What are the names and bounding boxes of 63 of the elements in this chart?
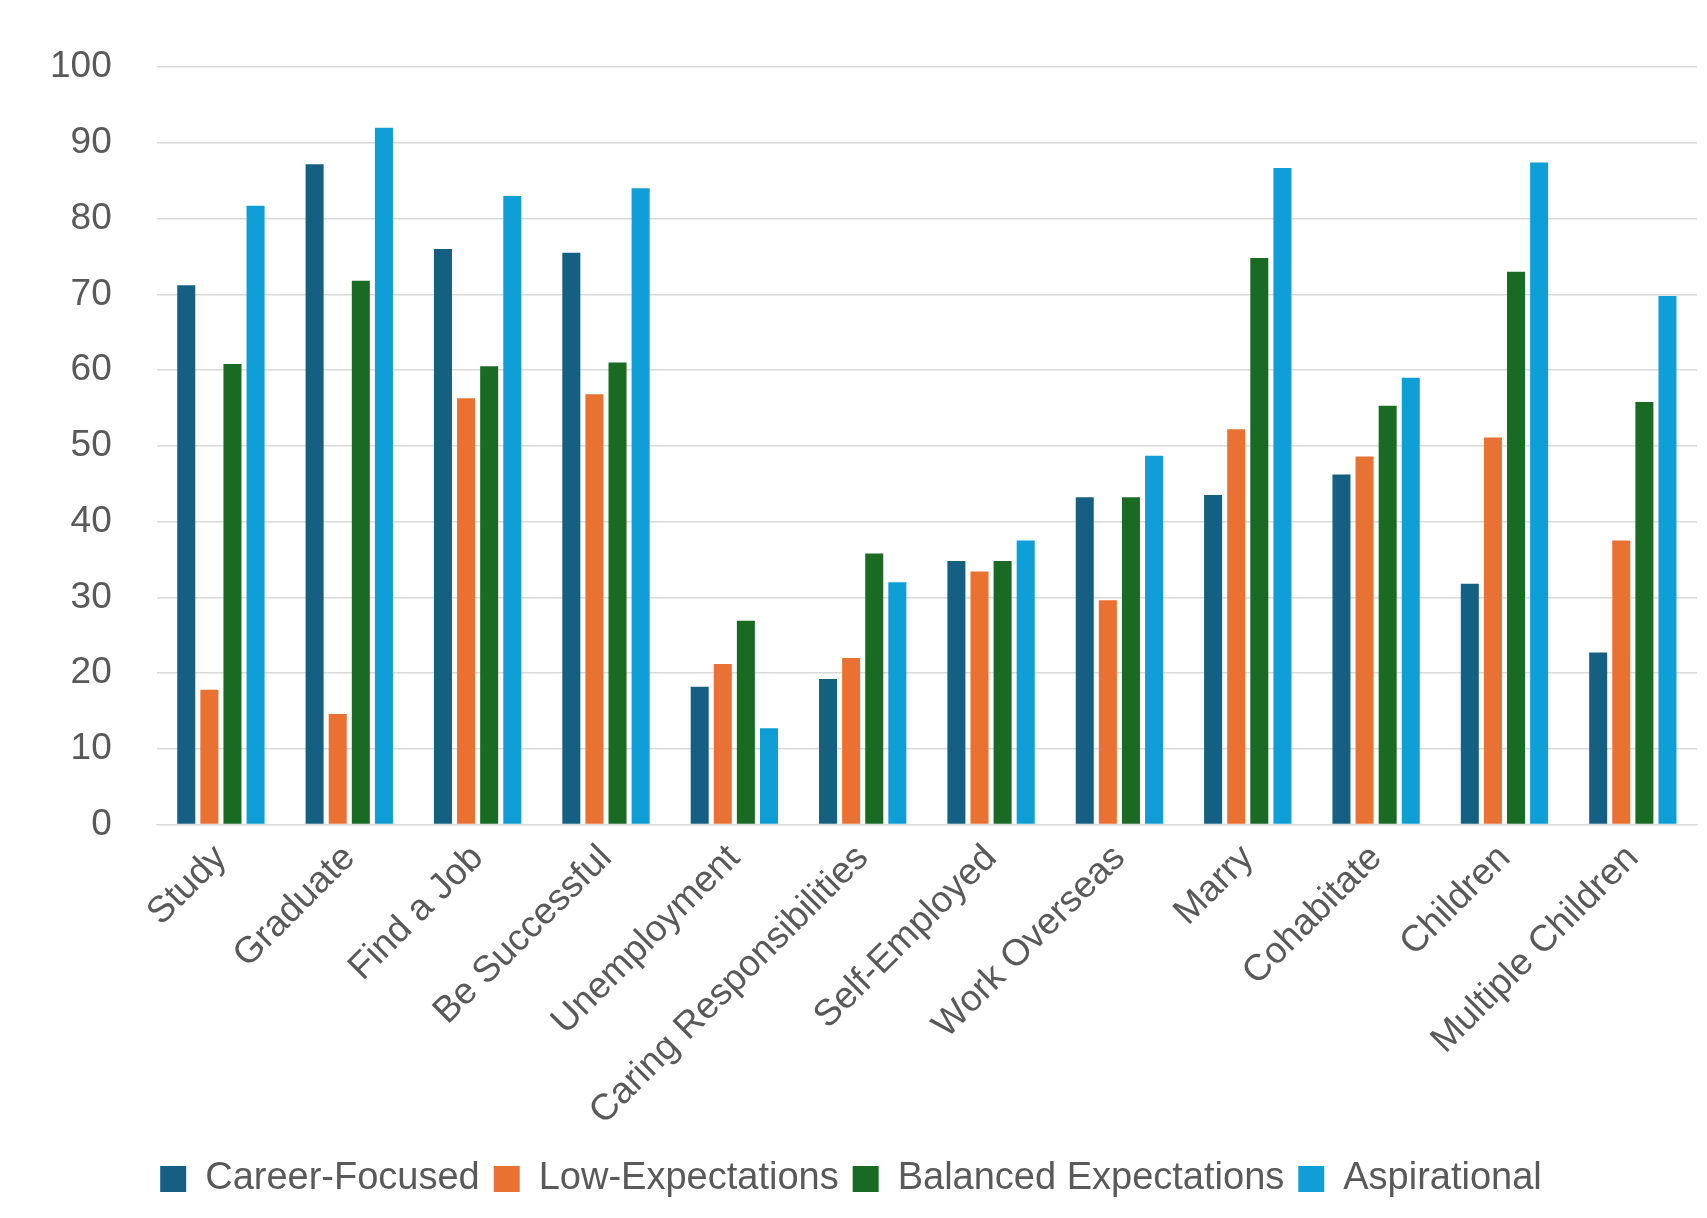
bar xyxy=(246,205,265,824)
bar xyxy=(1075,497,1094,824)
bar xyxy=(328,713,347,824)
bar xyxy=(1273,167,1292,824)
bar xyxy=(1460,583,1479,824)
bar xyxy=(1530,162,1549,824)
bar xyxy=(888,582,907,824)
legend-label: Career-Focused xyxy=(205,1155,480,1198)
bar xyxy=(1145,455,1164,824)
bar xyxy=(1204,495,1223,824)
y-tick-label: 80 xyxy=(70,195,112,237)
bar xyxy=(1507,271,1526,824)
bar xyxy=(608,362,627,824)
bar xyxy=(842,657,861,824)
bar xyxy=(970,571,989,824)
bar xyxy=(1355,456,1374,824)
bar xyxy=(480,366,499,824)
bar xyxy=(690,686,709,824)
bar xyxy=(947,560,966,824)
bar xyxy=(503,195,522,824)
bar xyxy=(200,689,219,824)
bar xyxy=(1483,437,1502,824)
bar xyxy=(1658,295,1677,824)
bar xyxy=(1098,600,1117,824)
bar xyxy=(1589,652,1608,824)
bar xyxy=(713,663,732,824)
bar xyxy=(631,188,650,824)
y-tick-label: 40 xyxy=(70,498,112,540)
bar xyxy=(1401,377,1420,824)
legend-label: Low-Expectations xyxy=(538,1155,839,1198)
bar xyxy=(1016,540,1035,824)
bar xyxy=(993,560,1012,824)
bar xyxy=(457,398,476,824)
bar xyxy=(305,164,324,824)
y-tick-label: 90 xyxy=(70,120,112,162)
bar xyxy=(1612,540,1631,824)
bar xyxy=(562,252,581,824)
bar xyxy=(433,248,452,824)
bar xyxy=(374,127,393,824)
y-tick-label: 60 xyxy=(70,347,112,389)
legend-label: Aspirational xyxy=(1343,1155,1542,1198)
legend-label: Balanced Expectations xyxy=(897,1155,1285,1198)
bar xyxy=(1635,401,1654,824)
bar xyxy=(223,364,242,824)
bar xyxy=(177,285,196,824)
y-tick-label: 20 xyxy=(70,650,112,692)
bar xyxy=(819,679,838,824)
y-tick-label: 0 xyxy=(91,801,112,843)
bar xyxy=(1227,429,1246,824)
bar xyxy=(1250,258,1269,824)
bar xyxy=(736,620,755,824)
y-tick-label: 50 xyxy=(70,423,112,465)
bar xyxy=(1332,474,1351,824)
y-tick-label: 100 xyxy=(50,44,112,86)
bar xyxy=(759,728,778,824)
y-tick-label: 70 xyxy=(70,271,112,313)
bar xyxy=(585,394,604,824)
bar xyxy=(865,553,884,824)
y-tick-label: 10 xyxy=(70,725,112,767)
y-tick-label: 30 xyxy=(70,574,112,616)
bar xyxy=(1121,497,1140,824)
bar xyxy=(1378,405,1397,824)
bar xyxy=(351,280,370,824)
